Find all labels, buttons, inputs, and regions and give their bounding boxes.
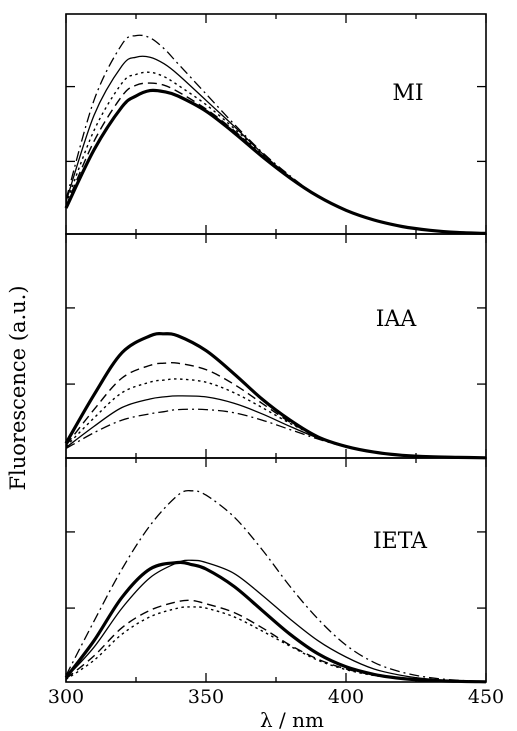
x-tick-label: 400	[328, 686, 364, 708]
series-line-long-dash	[65, 599, 487, 683]
panel-frame	[65, 457, 487, 683]
series-line-solid	[65, 559, 487, 683]
panel-mi: MI	[64, 13, 487, 235]
panel-label: IAA	[376, 307, 418, 332]
series-line-long-dash	[65, 361, 487, 459]
series-line-dotted	[65, 606, 487, 683]
x-axis: 300 350 400 450	[48, 686, 504, 708]
series-line-solid	[65, 395, 487, 459]
x-tick-label: 300	[48, 686, 84, 708]
x-tick-label: 450	[468, 686, 504, 708]
series-line-dotted	[65, 378, 487, 459]
panel-label: IETA	[373, 529, 428, 554]
series-line-thick-solid	[64, 88, 487, 235]
panels-layer: MI IAA IETA	[64, 13, 487, 684]
panel-frame	[65, 13, 487, 235]
panel-ieta: IETA	[64, 457, 487, 684]
panel-label: MI	[392, 81, 423, 106]
x-tick-label: 350	[188, 686, 224, 708]
y-axis-label: Fluorescence (a.u.)	[6, 285, 30, 490]
series-line-thick-solid	[64, 560, 487, 684]
x-axis-label: λ / nm	[260, 708, 324, 731]
series-line-dash-dot	[65, 34, 487, 235]
series-line-dotted	[65, 71, 487, 235]
series-line-thick-solid	[64, 332, 487, 460]
panel-iaa: IAA	[64, 233, 487, 460]
series-line-dash-dot	[65, 408, 487, 459]
series-line-dash-dot	[65, 489, 487, 682]
